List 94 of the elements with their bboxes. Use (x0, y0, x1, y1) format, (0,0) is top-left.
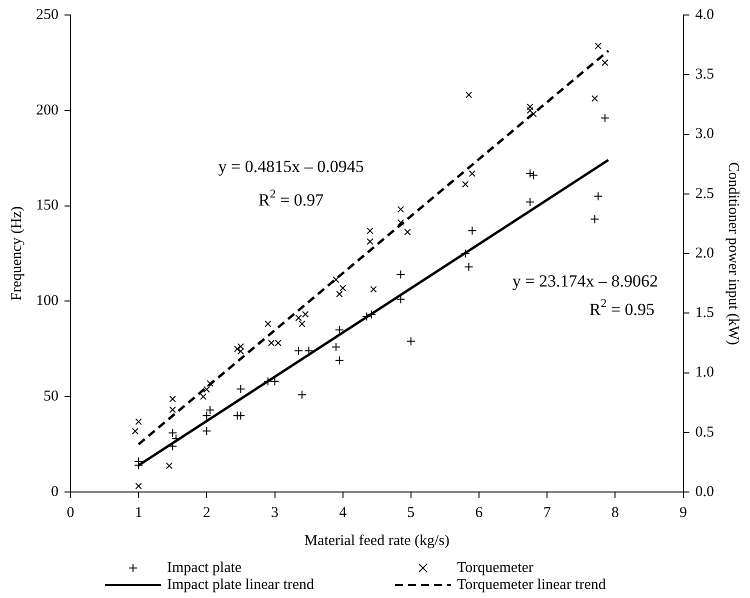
point (135, 482, 142, 490)
point (132, 428, 139, 435)
point (528, 170, 538, 180)
point (594, 42, 602, 50)
y2-tick-label: 3.5 (695, 66, 714, 83)
point (396, 270, 406, 279)
point (268, 340, 275, 346)
point (203, 386, 210, 393)
legend-label: Impact plate (167, 560, 242, 576)
point (530, 110, 537, 118)
point (169, 406, 176, 414)
y-axis-title: Frequency (Hz) (8, 206, 25, 301)
y2-tick-label: 1.5 (695, 305, 714, 322)
y2-tick-label: 1.0 (695, 364, 714, 381)
y2-axis-title: Conditioner power input (kW) (725, 162, 742, 345)
point (206, 405, 215, 414)
point (526, 197, 535, 206)
point (591, 95, 598, 102)
point (468, 170, 476, 177)
x-tick-label: 3 (271, 504, 278, 521)
point (600, 114, 610, 123)
annotation: y = 0.4815x – 0.0945 (218, 157, 364, 176)
point (462, 181, 469, 188)
point (464, 262, 474, 272)
x-tick-label: 5 (407, 504, 415, 521)
x-tick-label: 8 (611, 504, 619, 521)
y-tick-label: 100 (36, 293, 58, 310)
point (406, 336, 416, 346)
y2-tick-label: 0.5 (695, 424, 714, 440)
point (166, 462, 173, 470)
point (134, 456, 144, 466)
x-tick-label: 0 (66, 504, 74, 521)
point (526, 107, 534, 114)
point (274, 340, 282, 346)
point (468, 226, 477, 236)
x-tick-label: 1 (134, 504, 142, 521)
point (397, 219, 404, 226)
point (234, 346, 241, 352)
point (397, 206, 404, 213)
point (404, 228, 411, 236)
x-tick-label: 9 (680, 504, 687, 521)
point (297, 390, 306, 400)
y-tick-label: 0 (51, 484, 58, 500)
y-tick-label: 200 (36, 102, 58, 118)
point (206, 380, 214, 387)
point (370, 286, 377, 293)
legend-label: Torquemeter linear trend (457, 576, 606, 593)
point (460, 249, 470, 258)
point (264, 320, 272, 328)
point (294, 346, 304, 356)
point (366, 228, 374, 234)
legend-label: Torquemeter (457, 560, 534, 576)
y2-tick-label: 3.0 (695, 126, 714, 142)
x-tick-label: 6 (475, 504, 484, 521)
point (263, 376, 272, 386)
y-tick-label: 50 (44, 388, 58, 405)
point (594, 192, 603, 201)
point (590, 214, 600, 224)
point (332, 342, 341, 352)
x-tick-label: 7 (543, 504, 552, 521)
point (236, 411, 246, 420)
point (270, 376, 280, 386)
y2-tick-label: 2.5 (695, 186, 714, 202)
point (135, 418, 142, 425)
x-tick-label: 4 (339, 504, 348, 521)
point (340, 284, 346, 292)
y2-tick-label: 2.0 (695, 245, 714, 262)
point (334, 325, 344, 334)
point (332, 276, 340, 284)
point (295, 314, 302, 322)
point (236, 384, 246, 394)
y2-tick-label: 4.0 (695, 6, 714, 23)
y2-tick-label: 0.0 (695, 484, 714, 500)
point (602, 59, 608, 66)
point (336, 290, 343, 298)
point (169, 396, 176, 402)
point (526, 168, 535, 178)
point (465, 92, 472, 98)
point (302, 310, 309, 318)
y-tick-label: 150 (36, 198, 58, 214)
point (362, 312, 372, 321)
y-tick-label: 250 (36, 6, 58, 23)
point (366, 238, 374, 245)
point (298, 320, 306, 328)
x-axis-title: Material feed rate (kg/s) (304, 532, 450, 549)
legend-label: Impact plate linear trend (167, 576, 315, 593)
x-tick-label: 2 (202, 504, 210, 521)
point (366, 310, 376, 320)
point (202, 411, 212, 420)
point (202, 426, 212, 436)
point (526, 103, 534, 110)
point (200, 393, 207, 400)
point (334, 356, 344, 365)
annotation: y = 23.174x – 8.9062 (512, 272, 658, 291)
